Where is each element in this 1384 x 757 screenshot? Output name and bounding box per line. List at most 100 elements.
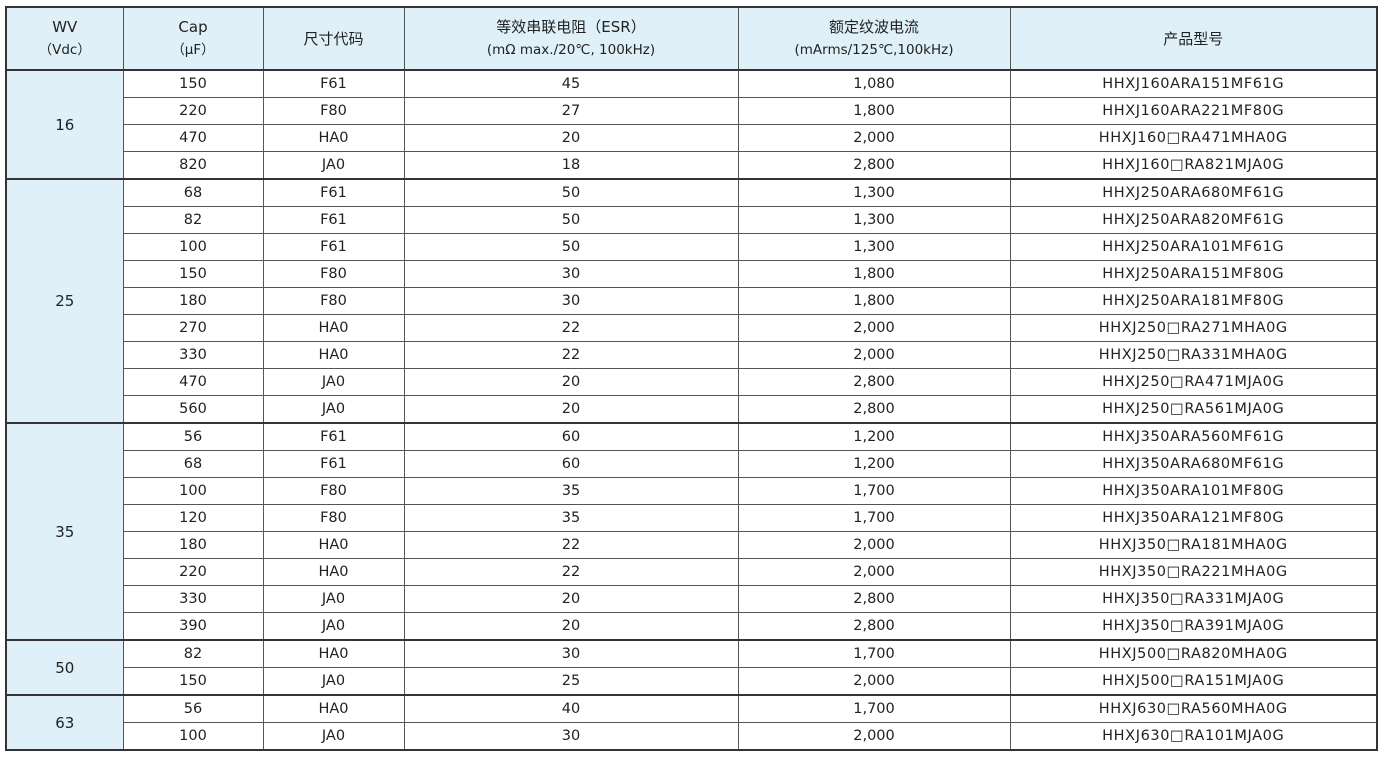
size-code-cell: HA0 [262, 124, 405, 152]
part-number-cell: HHXJ250□RA561MJA0G [1009, 395, 1378, 424]
ripple-current-cell: 1,700 [737, 694, 1011, 723]
header-cap: Cap （μF） [122, 6, 264, 71]
header-wv-unit: （Vdc） [38, 42, 91, 58]
table-row: 100 F61 50 1,300 HHXJ250ARA101MF61G [6, 233, 1378, 261]
ripple-current-cell: 1,700 [737, 477, 1011, 505]
part-number-cell: HHXJ250□RA271MHA0G [1009, 314, 1378, 342]
table-row: 220 HA0 22 2,000 HHXJ350□RA221MHA0G [6, 558, 1378, 586]
size-code-cell: F61 [262, 206, 405, 234]
esr-cell: 30 [403, 260, 739, 288]
part-number-cell: HHXJ250□RA471MJA0G [1009, 368, 1378, 396]
table-row: 390 JA0 20 2,800 HHXJ350□RA391MJA0G [6, 612, 1378, 641]
size-code-cell: JA0 [262, 151, 405, 180]
esr-cell: 20 [403, 368, 739, 396]
esr-cell: 22 [403, 558, 739, 586]
header-wv-label: WV [52, 18, 78, 36]
esr-cell: 27 [403, 97, 739, 125]
part-number-cell: HHXJ250ARA101MF61G [1009, 233, 1378, 261]
table-row: 270 HA0 22 2,000 HHXJ250□RA271MHA0G [6, 314, 1378, 342]
part-number-cell: HHXJ250□RA331MHA0G [1009, 341, 1378, 369]
header-size: 尺寸代码 [262, 6, 405, 71]
cap-cell: 150 [122, 69, 264, 98]
table-row: 470 JA0 20 2,800 HHXJ250□RA471MJA0G [6, 368, 1378, 396]
part-number-cell: HHXJ160□RA821MJA0G [1009, 151, 1378, 180]
cap-cell: 470 [122, 124, 264, 152]
esr-cell: 35 [403, 477, 739, 505]
size-code-cell: F61 [262, 422, 405, 451]
size-code-cell: F61 [262, 178, 405, 207]
cap-cell: 560 [122, 395, 264, 424]
header-cap-label: Cap [178, 18, 208, 36]
cap-cell: 820 [122, 151, 264, 180]
esr-cell: 50 [403, 178, 739, 207]
ripple-current-cell: 2,000 [737, 722, 1011, 751]
part-number-cell: HHXJ160□RA471MHA0G [1009, 124, 1378, 152]
esr-cell: 35 [403, 504, 739, 532]
header-esr-label: 等效串联电阻（ESR） [496, 18, 646, 36]
size-code-cell: F80 [262, 97, 405, 125]
size-code-cell: F61 [262, 450, 405, 478]
esr-cell: 18 [403, 151, 739, 180]
ripple-current-cell: 1,700 [737, 639, 1011, 668]
size-code-cell: JA0 [262, 612, 405, 641]
ripple-current-cell: 2,800 [737, 368, 1011, 396]
cap-cell: 330 [122, 341, 264, 369]
size-code-cell: HA0 [262, 639, 405, 668]
ripple-current-cell: 2,800 [737, 395, 1011, 424]
cap-cell: 180 [122, 531, 264, 559]
table-row: 25 68 F61 50 1,300 HHXJ250ARA680MF61G [5, 178, 1378, 424]
table-row: 82 F61 50 1,300 HHXJ250ARA820MF61G [6, 206, 1378, 234]
table-row: 180 F80 30 1,800 HHXJ250ARA181MF80G [6, 287, 1378, 315]
esr-cell: 60 [403, 450, 739, 478]
ripple-current-cell: 1,300 [737, 233, 1011, 261]
cap-cell: 180 [122, 287, 264, 315]
table-row: 470 HA0 20 2,000 HHXJ160□RA471MHA0G [6, 124, 1378, 152]
ripple-current-cell: 2,000 [737, 314, 1011, 342]
part-number-cell: HHXJ630□RA560MHA0G [1009, 694, 1378, 723]
size-code-cell: JA0 [262, 722, 405, 751]
capacitor-spec-table: WV （Vdc） Cap （μF） 尺寸代码 等效串联电阻（ESR） (mΩ max.… [5, 6, 1378, 751]
part-number-cell: HHXJ250ARA820MF61G [1009, 206, 1378, 234]
size-code-cell: HA0 [262, 314, 405, 342]
part-number-cell: HHXJ500□RA820MHA0G [1009, 639, 1378, 668]
table-row: 560 JA0 20 2,800 HHXJ250□RA561MJA0G [6, 395, 1378, 424]
header-ripple: 额定纹波电流 (mArms/125℃,100kHz) [737, 6, 1011, 71]
cap-cell: 100 [122, 233, 264, 261]
header-ripple-label: 额定纹波电流 [828, 18, 919, 36]
size-code-cell: JA0 [262, 667, 405, 696]
size-code-cell: JA0 [262, 585, 405, 613]
header-ripple-unit: (mArms/125℃,100kHz) [794, 42, 954, 58]
table-row: 100 F80 35 1,700 HHXJ350ARA101MF80G [6, 477, 1378, 505]
part-number-cell: HHXJ350ARA121MF80G [1009, 504, 1378, 532]
header-esr-unit: (mΩ max./20℃, 100kHz) [486, 42, 656, 58]
header-wv: WV （Vdc） [5, 6, 124, 71]
wv-cell: 50 [5, 639, 124, 696]
header-cap-unit: （μF） [171, 42, 215, 58]
header-row: WV （Vdc） Cap （μF） 尺寸代码 等效串联电阻（ESR） (mΩ max.… [5, 6, 1378, 71]
cap-cell: 82 [122, 639, 264, 668]
cap-cell: 330 [122, 585, 264, 613]
ripple-current-cell: 2,000 [737, 558, 1011, 586]
esr-cell: 40 [403, 694, 739, 723]
table-row: 120 F80 35 1,700 HHXJ350ARA121MF80G [6, 504, 1378, 532]
cap-cell: 390 [122, 612, 264, 641]
size-code-cell: HA0 [262, 558, 405, 586]
cap-cell: 270 [122, 314, 264, 342]
ripple-current-cell: 1,300 [737, 178, 1011, 207]
size-code-cell: F80 [262, 504, 405, 532]
table-row: 100 JA0 30 2,000 HHXJ630□RA101MJA0G [6, 722, 1378, 751]
table-row: 63 56 HA0 40 1,700 HHXJ630□RA560MHA0G [5, 694, 1378, 751]
cap-cell: 150 [122, 260, 264, 288]
size-code-cell: JA0 [262, 368, 405, 396]
ripple-current-cell: 2,800 [737, 151, 1011, 180]
ripple-current-cell: 2,000 [737, 124, 1011, 152]
cap-cell: 100 [122, 477, 264, 505]
esr-cell: 20 [403, 585, 739, 613]
ripple-current-cell: 1,080 [737, 69, 1011, 98]
part-number-cell: HHXJ250ARA181MF80G [1009, 287, 1378, 315]
cap-cell: 120 [122, 504, 264, 532]
cap-cell: 100 [122, 722, 264, 751]
esr-cell: 30 [403, 722, 739, 751]
esr-cell: 25 [403, 667, 739, 696]
part-number-cell: HHXJ350□RA221MHA0G [1009, 558, 1378, 586]
